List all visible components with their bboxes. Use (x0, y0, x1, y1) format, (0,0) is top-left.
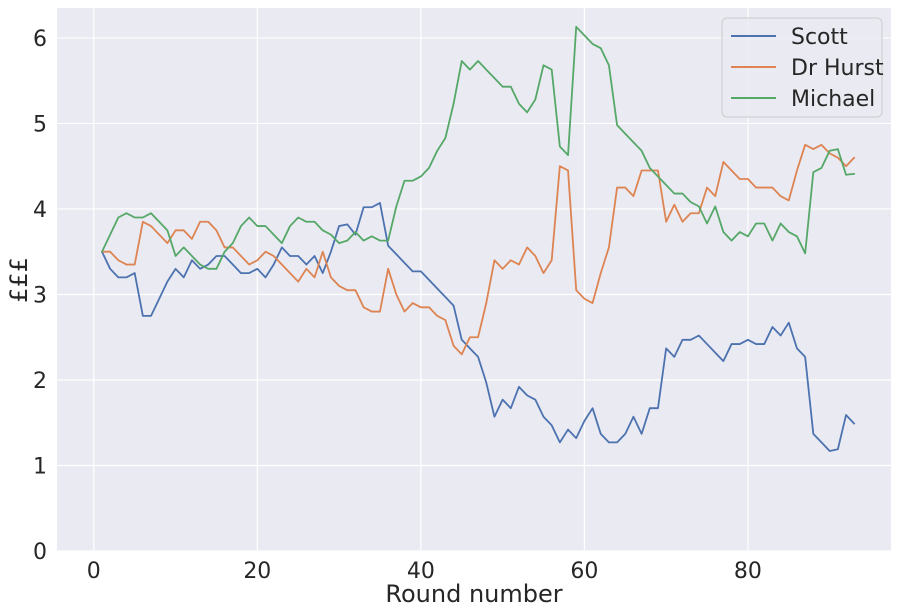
y-tick-label: 2 (33, 369, 47, 394)
y-axis-label: £££ (5, 257, 33, 303)
y-tick-label: 1 (33, 454, 47, 479)
series-lines (101, 25, 856, 452)
y-tick-label: 0 (33, 540, 47, 565)
y-tick-label: 5 (33, 112, 47, 137)
x-axis-label: Round number (385, 580, 562, 608)
x-tick-label: 20 (243, 559, 271, 584)
legend-label-michael: Michael (791, 87, 875, 112)
y-tick-label: 6 (33, 27, 47, 52)
legend: Scott Dr Hurst Michael (721, 17, 884, 118)
legend-label-scott: Scott (791, 25, 848, 50)
legend-label-dr-hurst: Dr Hurst (791, 56, 884, 81)
x-tick-label: 0 (87, 559, 101, 584)
y-tick-label: 3 (33, 283, 47, 308)
x-tick-label: 80 (734, 559, 762, 584)
grid-lines (57, 8, 891, 552)
series-line-michael (101, 25, 856, 270)
tick-labels: 0 20 40 60 80 0 1 2 3 4 5 6 (33, 27, 762, 584)
legend-box (721, 17, 883, 118)
x-tick-label: 40 (407, 559, 435, 584)
y-tick-label: 4 (33, 198, 47, 223)
series-line-dr-hurst (101, 143, 856, 356)
x-tick-label: 60 (570, 559, 598, 584)
series-line-scott (101, 202, 856, 452)
